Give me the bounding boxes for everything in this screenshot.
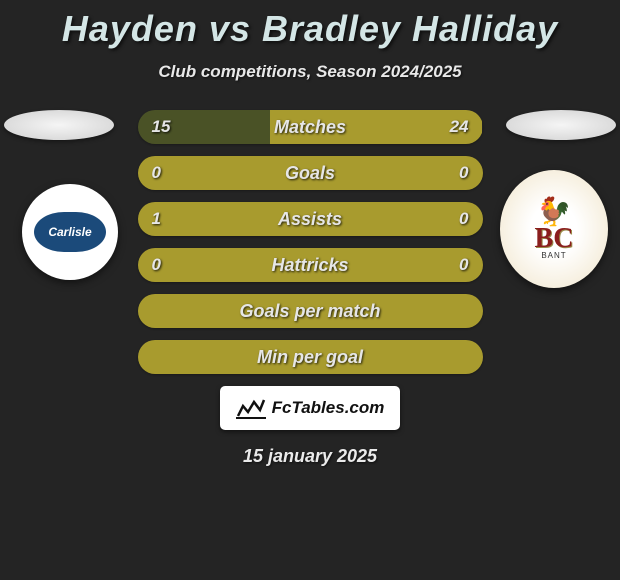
date-text: 15 january 2025 [0, 446, 620, 467]
bar-value-right: 0 [459, 163, 468, 183]
bar-value-right: 0 [459, 255, 468, 275]
bar-fill-right [310, 248, 483, 282]
bar-fill-left [138, 156, 311, 190]
stat-bar: Hattricks00 [138, 248, 483, 282]
brand-badge[interactable]: FcTables.com [220, 386, 400, 430]
bar-value-right: 0 [459, 209, 468, 229]
stat-bar: Goals per match [138, 294, 483, 328]
bar-fill-left [138, 248, 311, 282]
bar-value-left: 15 [152, 117, 171, 137]
rooster-icon: 🐓 [537, 198, 572, 226]
page-title: Hayden vs Bradley Halliday [0, 0, 620, 50]
brand-logo-icon [236, 396, 266, 420]
stat-bar: Min per goal [138, 340, 483, 374]
stat-bar: Matches1524 [138, 110, 483, 144]
bar-value-left: 0 [152, 163, 161, 183]
stat-bar: Assists10 [138, 202, 483, 236]
player-avatar-right [506, 110, 616, 140]
club-left-label: Carlisle [34, 212, 106, 252]
bar-fill-right [310, 156, 483, 190]
stat-bars: Matches1524Goals00Assists10Hattricks00Go… [138, 110, 483, 374]
comparison-area: Carlisle 🐓 BC BANT Matches1524Goals00Ass… [0, 110, 620, 467]
club-badge-right: 🐓 BC BANT [500, 170, 608, 288]
bar-fill-left [138, 294, 483, 328]
player-avatar-left [4, 110, 114, 140]
bar-value-right: 24 [450, 117, 469, 137]
club-badge-left: Carlisle [22, 184, 118, 280]
club-right-sub: BANT [541, 251, 566, 260]
bar-value-left: 0 [152, 255, 161, 275]
subtitle: Club competitions, Season 2024/2025 [0, 62, 620, 82]
brand-text: FcTables.com [272, 398, 385, 418]
bar-value-left: 1 [152, 209, 161, 229]
stat-bar: Goals00 [138, 156, 483, 190]
club-right-label: BC [535, 226, 574, 251]
bar-fill-left [138, 340, 483, 374]
bar-fill-left [138, 202, 483, 236]
